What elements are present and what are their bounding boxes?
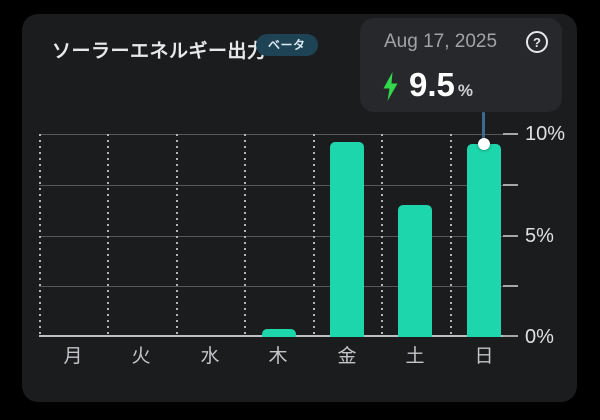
x-axis-label-水: 水 <box>200 346 220 367</box>
y-axis-tick <box>503 335 518 337</box>
chart-bar-金[interactable] <box>330 142 364 337</box>
y-axis-tick <box>503 235 518 237</box>
chart-bar-日[interactable] <box>467 144 501 337</box>
gridline-vertical-dashed <box>244 134 246 337</box>
page-title: ソーラーエネルギー出力 <box>52 41 267 62</box>
y-axis-label: 0% <box>525 326 554 348</box>
x-axis-label-月: 月 <box>63 346 83 367</box>
chart-bar-土[interactable] <box>398 205 432 337</box>
y-axis-label: 10% <box>525 123 566 145</box>
gridline-vertical-dashed <box>176 134 178 337</box>
selected-value: 9.5 <box>409 66 455 103</box>
selected-value-row: 9.5 % <box>382 66 473 104</box>
x-axis-label-日: 日 <box>474 346 494 367</box>
chart-bar-木[interactable] <box>262 329 296 337</box>
x-axis-label-火: 火 <box>131 346 151 367</box>
bar-chart-plot-area <box>39 133 518 337</box>
gridline-vertical-dashed <box>313 134 315 337</box>
gridline-horizontal <box>39 185 518 186</box>
help-icon[interactable]: ? <box>526 31 548 53</box>
y-axis-tick <box>503 285 518 287</box>
solar-energy-card: ソーラーエネルギー出力 ベータ Aug 17, 2025 ? 9.5 % 10%… <box>22 14 577 402</box>
selected-day-info-panel: Aug 17, 2025 ? 9.5 % <box>360 18 562 112</box>
gridline-vertical-dashed <box>381 134 383 337</box>
gridline-vertical-dashed <box>39 134 41 337</box>
y-axis-label: 5% <box>525 225 554 247</box>
gridline-vertical-dashed <box>107 134 109 337</box>
selection-indicator-line <box>482 112 486 140</box>
lightning-bolt-icon <box>383 71 398 101</box>
selected-date-label: Aug 17, 2025 <box>384 31 498 52</box>
y-axis-tick <box>503 184 518 186</box>
y-axis-tick <box>503 133 518 135</box>
gridline-vertical-dashed <box>450 134 452 337</box>
selection-dot[interactable] <box>477 138 490 151</box>
gridline-horizontal <box>39 286 518 287</box>
beta-badge: ベータ <box>256 34 318 56</box>
gridline-horizontal <box>39 236 518 237</box>
x-axis-label-木: 木 <box>268 346 288 367</box>
x-axis-label-土: 土 <box>405 346 425 367</box>
gridline-horizontal <box>39 134 518 135</box>
x-axis-label-金: 金 <box>337 346 357 367</box>
selected-value-unit: % <box>457 81 473 100</box>
